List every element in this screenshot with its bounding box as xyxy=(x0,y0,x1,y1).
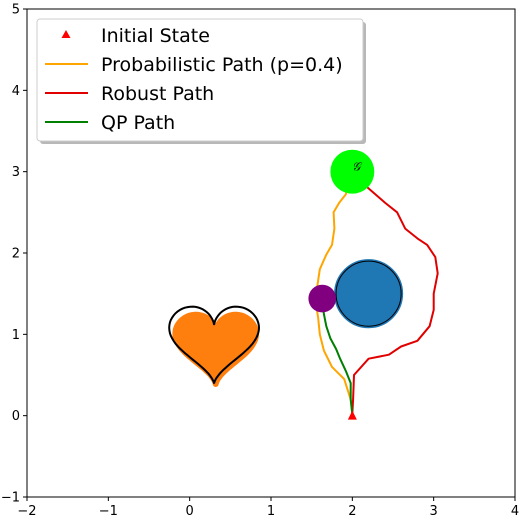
legend-label-initial-state: Initial State xyxy=(101,25,210,47)
x-tick-label: 2 xyxy=(348,504,356,519)
robust-path-line xyxy=(351,180,439,415)
legend-label-qp: QP Path xyxy=(101,112,175,134)
initial-state-marker xyxy=(347,410,357,420)
legend-label-robust: Robust Path xyxy=(101,83,214,105)
legend: Initial State Probabilistic Path (p=0.4)… xyxy=(36,18,366,144)
legend-box xyxy=(36,18,364,142)
y-tick-label: 1 xyxy=(12,328,20,343)
heart-obstacle xyxy=(168,305,261,387)
y-tick-label: 3 xyxy=(12,165,20,180)
y-tick-label: 4 xyxy=(12,84,20,99)
y-tick-label: −1 xyxy=(1,491,20,506)
y-tick-label: 0 xyxy=(12,409,20,424)
y-tick-label: 5 xyxy=(12,3,20,18)
y-tick-label: 2 xyxy=(12,247,20,262)
goal-circle xyxy=(330,149,375,194)
x-tick-label: 4 xyxy=(511,504,519,519)
goal-region: 𝒢 xyxy=(330,149,375,194)
x-tick-label: −2 xyxy=(17,504,36,519)
x-tick-label: −1 xyxy=(99,504,118,519)
initial-state-point xyxy=(347,410,357,420)
heart-fill xyxy=(172,311,259,387)
x-tick-label: 1 xyxy=(267,504,275,519)
purple-obstacle xyxy=(308,284,337,313)
qp-path-line xyxy=(321,301,354,415)
legend-marker-initial-state xyxy=(61,30,71,38)
paths xyxy=(308,171,439,415)
x-tick-label: 3 xyxy=(430,504,438,519)
obstacles xyxy=(334,259,404,329)
goal-label: 𝒢 xyxy=(352,160,363,174)
circle-outline xyxy=(335,260,402,327)
x-tick-label: 0 xyxy=(186,504,194,519)
legend-label-probabilistic: Probabilistic Path (p=0.4) xyxy=(101,54,343,76)
probabilistic-path-line xyxy=(314,171,354,415)
heart-outline xyxy=(168,305,261,384)
